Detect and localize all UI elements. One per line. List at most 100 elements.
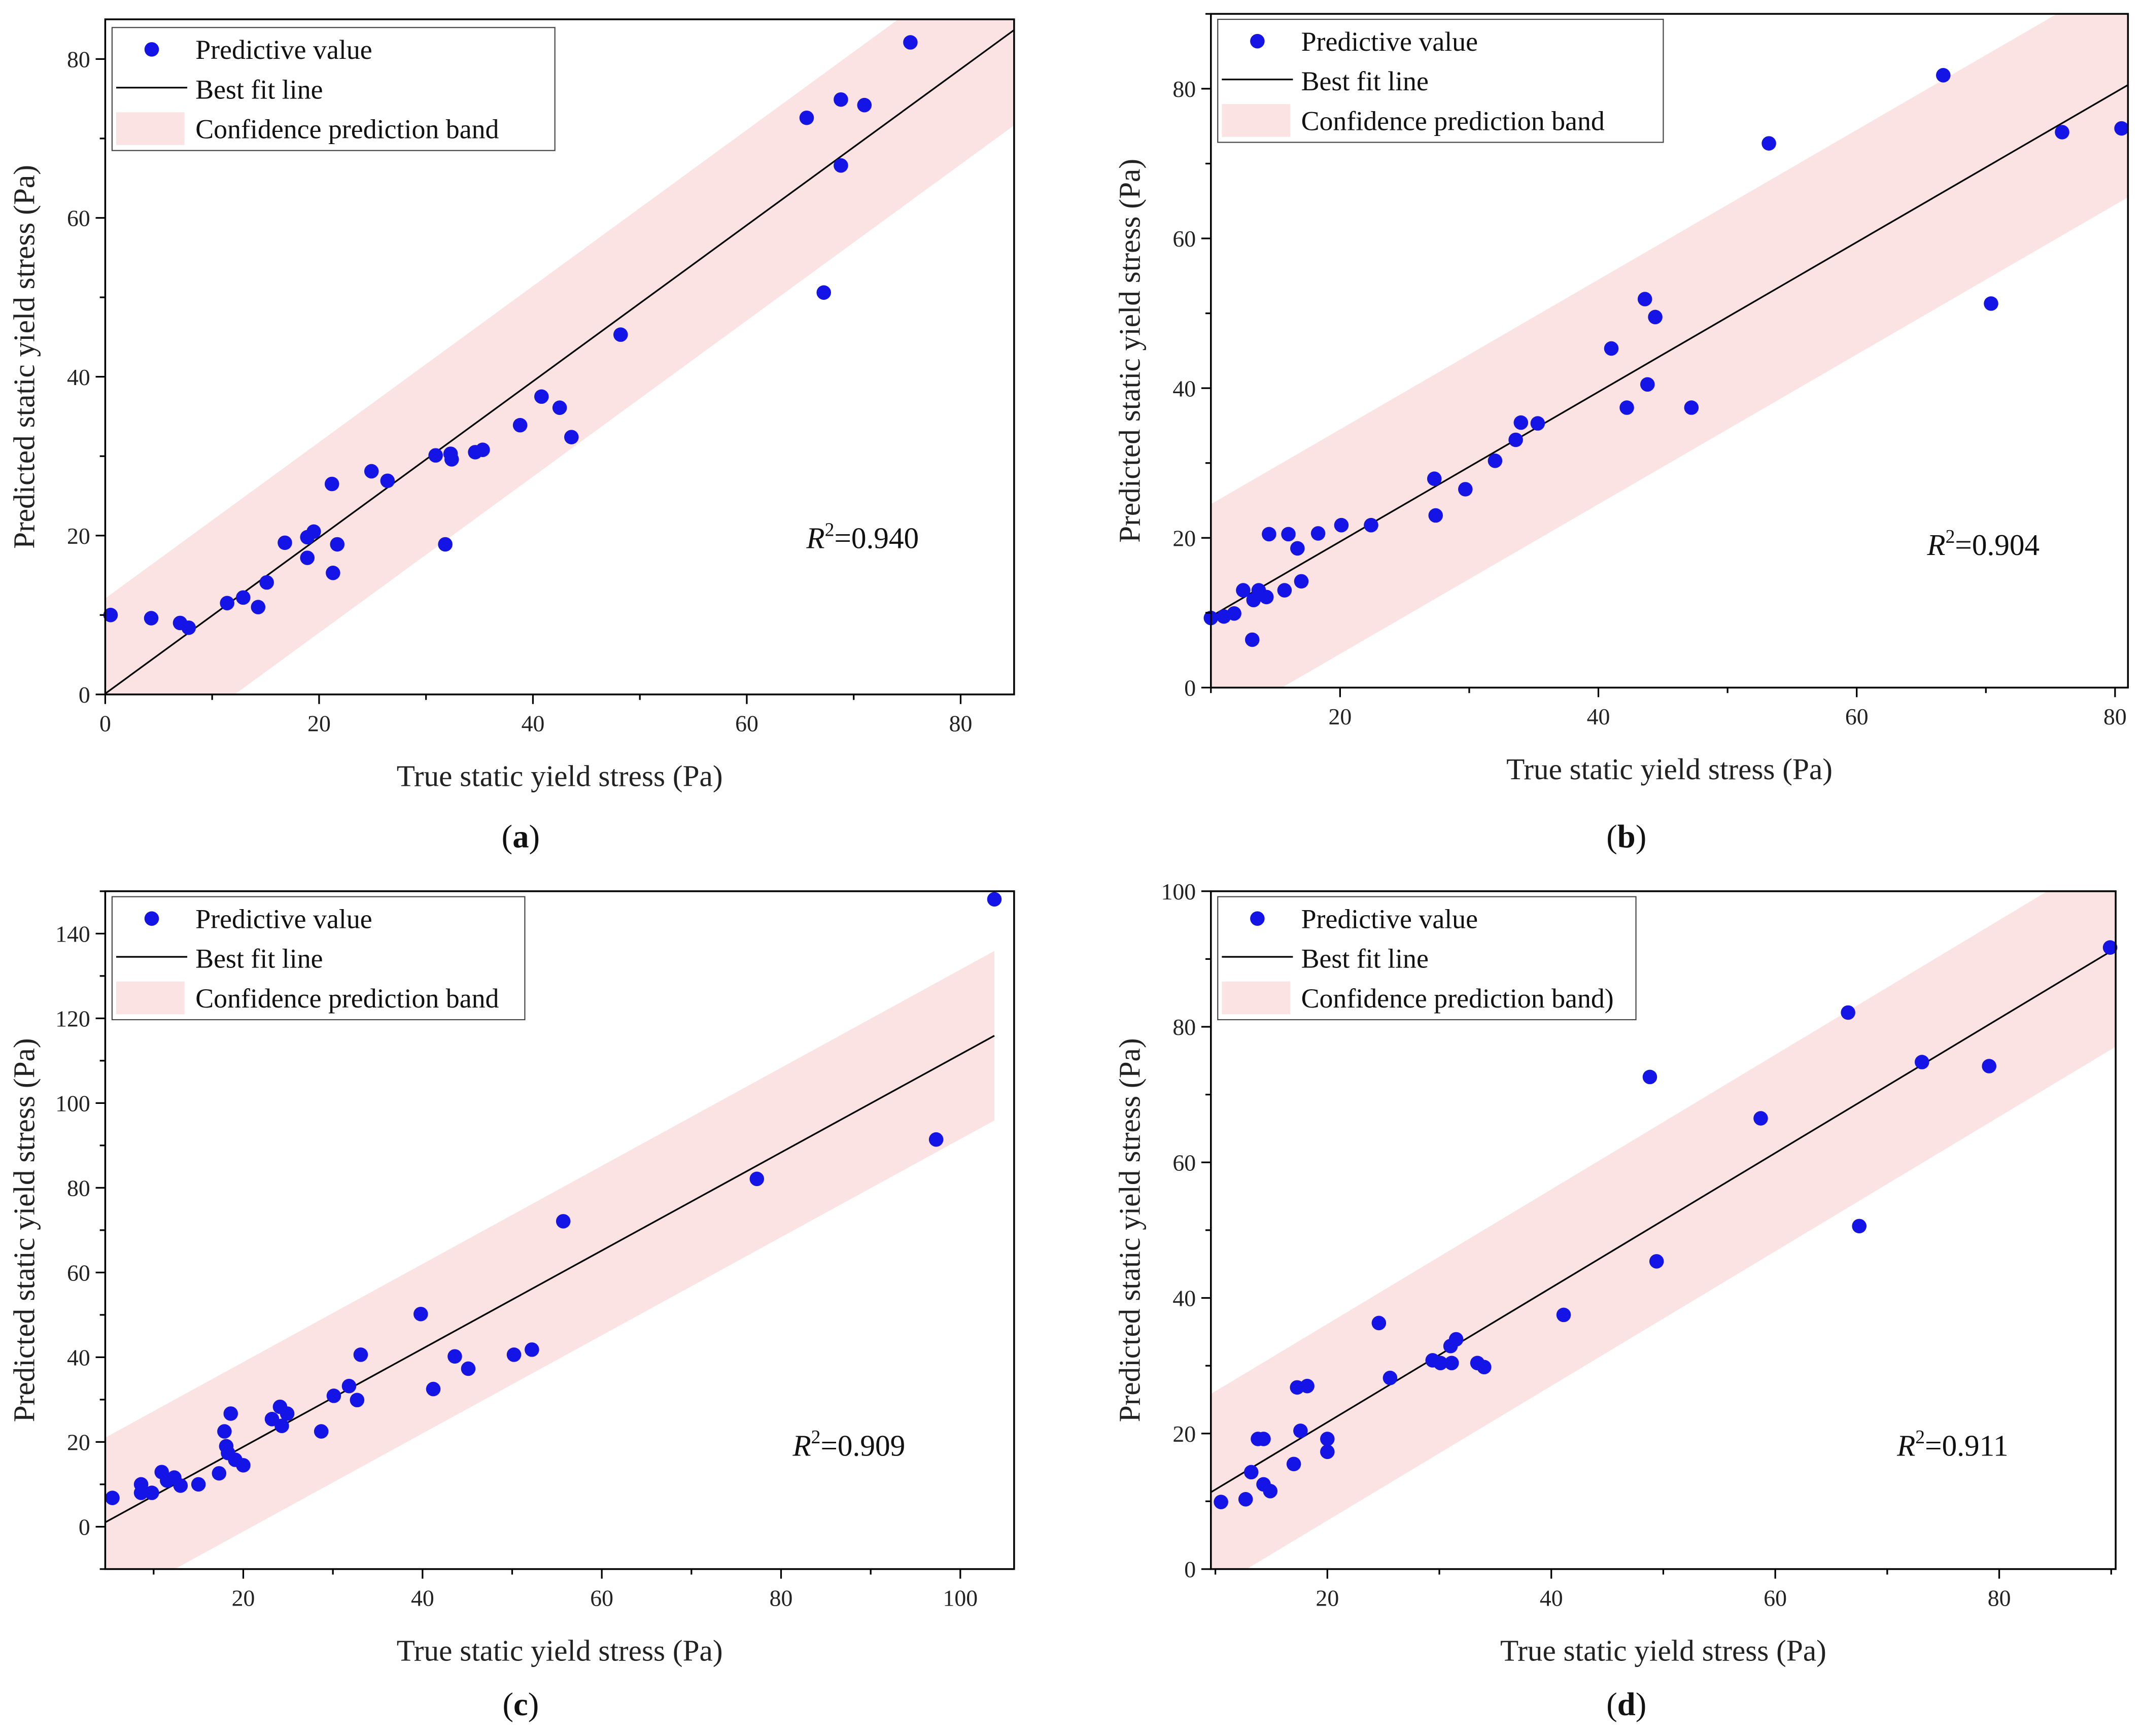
data-point xyxy=(857,97,872,113)
x-axis-label: True static yield stress (Pa) xyxy=(1506,752,1833,786)
data-point xyxy=(324,476,339,492)
legend-marker-band xyxy=(1222,104,1291,137)
y-axis-label: Predicted static yield stress (Pa) xyxy=(1113,159,1147,543)
y-tick-label: 40 xyxy=(1172,375,1196,401)
legend-entry: Confidence prediction band xyxy=(195,983,499,1014)
data-point xyxy=(341,1378,357,1394)
legend: Predictive value Best fit line Confidence … xyxy=(1217,896,1637,1021)
r2-annotation: R2=0.904 xyxy=(1926,526,2040,562)
data-point xyxy=(1290,541,1305,556)
data-point xyxy=(512,418,528,433)
y-axis-label: Predicted static yield stress (Pa) xyxy=(7,1038,41,1422)
data-point xyxy=(1982,1059,1996,1073)
data-point xyxy=(613,327,628,342)
data-point xyxy=(314,1424,329,1439)
data-point xyxy=(2055,125,2069,140)
data-point xyxy=(1444,1356,1459,1371)
y-tick-label: 20 xyxy=(67,523,90,549)
data-point xyxy=(1286,1456,1301,1472)
data-point xyxy=(1427,471,1442,486)
data-point xyxy=(1619,400,1634,415)
legend: Predictive value Best fit line Confidence … xyxy=(111,896,526,1021)
y-tick-label: 20 xyxy=(1172,525,1196,551)
legend-entry: Confidence prediction band) xyxy=(1301,983,1614,1014)
data-point xyxy=(1637,292,1652,306)
data-point xyxy=(749,1171,765,1187)
data-point xyxy=(816,285,831,300)
y-tick-label: 20 xyxy=(67,1430,90,1455)
data-point xyxy=(1841,1005,1855,1020)
legend-entry: Predictive value xyxy=(1301,904,1478,934)
data-point xyxy=(1310,526,1326,541)
x-tick-label: 40 xyxy=(1540,1585,1563,1611)
y-tick-label: 80 xyxy=(67,1175,90,1201)
y-axis-label: Predicted static yield stress (Pa) xyxy=(1113,1038,1147,1422)
data-point xyxy=(1382,1370,1398,1385)
data-point xyxy=(534,389,549,404)
y-tick-label: 80 xyxy=(1172,1014,1196,1040)
y-tick-label: 40 xyxy=(67,1345,90,1371)
best-fit-line xyxy=(105,1035,995,1523)
y-axis-label: Predicted static yield stress (Pa) xyxy=(7,165,41,549)
panel-c: 20 40 60 80 100 0 20 40 60 80 100 120 140 True static… xyxy=(7,890,1015,1723)
data-point xyxy=(1761,136,1776,151)
x-tick-label: 80 xyxy=(1988,1585,2011,1611)
data-point xyxy=(506,1347,522,1362)
data-point xyxy=(1214,1495,1228,1509)
legend-entry: Predictive value xyxy=(195,904,372,934)
data-point xyxy=(330,537,345,552)
data-point xyxy=(1320,1444,1335,1460)
data-point xyxy=(1256,1432,1271,1446)
data-point xyxy=(413,1306,428,1322)
data-point xyxy=(428,448,443,463)
data-point xyxy=(426,1381,441,1397)
data-point xyxy=(103,608,118,622)
data-point xyxy=(834,92,848,107)
y-tick-label: 100 xyxy=(55,1091,90,1117)
data-point xyxy=(1458,482,1473,497)
data-point xyxy=(364,464,379,479)
data-point xyxy=(1245,632,1260,647)
x-axis-label: True static yield stress (Pa) xyxy=(1500,1634,1826,1667)
data-point xyxy=(1753,1111,1768,1126)
x-tick-label: 80 xyxy=(949,711,973,737)
data-point xyxy=(438,537,453,552)
legend-marker-point xyxy=(144,42,159,57)
legend-entry: Predictive value xyxy=(195,34,372,65)
legend: Predictive value Best fit line Confidence … xyxy=(111,27,556,151)
plot-frame xyxy=(1210,13,2129,689)
data-point xyxy=(306,524,321,539)
y-tick-label: 0 xyxy=(79,1514,90,1540)
data-point xyxy=(475,442,490,457)
y-tick-label: 140 xyxy=(55,921,90,947)
data-point xyxy=(173,1478,188,1493)
data-point xyxy=(1640,377,1655,392)
data-point xyxy=(326,1388,341,1403)
y-tick-label: 80 xyxy=(1172,76,1196,102)
y-tick-label: 60 xyxy=(1172,1150,1196,1175)
legend-entry: Predictive value xyxy=(1301,26,1478,57)
data-point xyxy=(564,430,579,444)
data-point xyxy=(2102,940,2118,955)
confidence-band xyxy=(105,951,994,1569)
data-point xyxy=(1334,517,1349,533)
data-point xyxy=(1433,1356,1448,1371)
data-point xyxy=(556,1214,571,1229)
data-point xyxy=(1227,606,1241,621)
x-tick-label: 100 xyxy=(943,1585,978,1611)
legend-marker-point xyxy=(1250,911,1265,926)
data-point xyxy=(2114,121,2129,136)
legend-entry: Best fit line xyxy=(1301,944,1429,974)
data-point xyxy=(525,1342,539,1357)
legend-entry: Confidence prediction band xyxy=(1301,106,1605,136)
r2-annotation: R2=0.940 xyxy=(806,519,919,554)
legend-box xyxy=(1217,19,1664,143)
x-axis-label: True static yield stress (Pa) xyxy=(397,759,723,792)
data-point xyxy=(191,1477,206,1492)
data-point xyxy=(259,575,274,590)
data-point xyxy=(1320,1432,1335,1446)
data-point xyxy=(1263,1484,1278,1499)
y-tick-label: 60 xyxy=(67,1260,90,1286)
x-tick-label: 60 xyxy=(1845,704,1869,730)
